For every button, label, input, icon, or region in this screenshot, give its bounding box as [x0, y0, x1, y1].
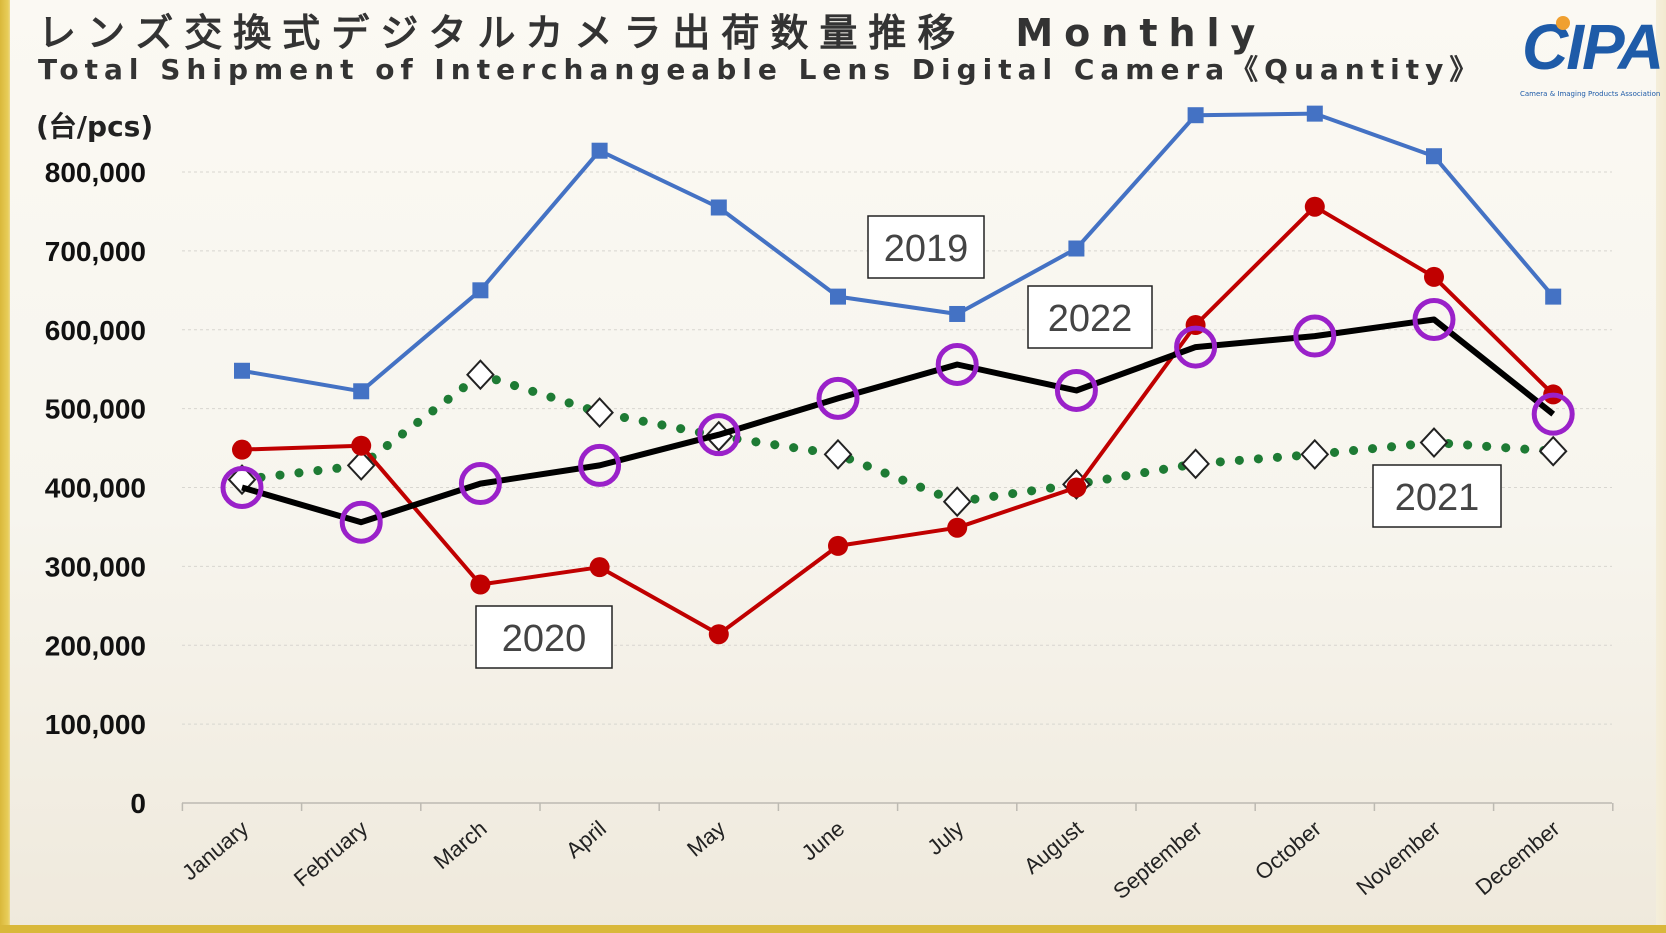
point-diamond-2021	[942, 486, 972, 518]
point-square-2019	[1187, 107, 1204, 124]
x-tick-label: March	[429, 816, 492, 874]
label-text: 2019	[884, 228, 969, 270]
y-tick-label: 600,000	[45, 315, 146, 346]
point-circle-2020	[470, 574, 491, 595]
logo-wordmark: CIPA	[1522, 11, 1664, 83]
x-tick-label: December	[1471, 816, 1565, 900]
label-box	[475, 605, 613, 669]
point-circle-2020	[708, 624, 729, 645]
point-square-2019	[1545, 288, 1562, 305]
series-2022	[220, 297, 1575, 544]
point-diamond-2021	[585, 397, 614, 429]
chart-title: レンズ交換式デジタルカメラ出荷数量推移 Monthly	[38, 11, 1267, 55]
x-tick-label: January	[177, 816, 253, 885]
series-label-2020: 2020	[475, 605, 613, 669]
x-tick-label: July	[922, 816, 968, 860]
x-tick-label: February	[289, 816, 373, 892]
series-2020	[232, 196, 1564, 645]
x-tick-label: September	[1108, 816, 1207, 904]
y-tick-label: 400,000	[45, 473, 146, 504]
point-ring-2022	[1412, 297, 1456, 341]
point-square-2019	[710, 199, 727, 216]
point-square-2019	[949, 305, 966, 322]
point-square-2019	[234, 362, 250, 379]
point-circle-2020	[351, 435, 372, 456]
point-ring-2022	[816, 376, 860, 420]
point-circle-2020	[232, 439, 252, 460]
point-square-2019	[1306, 105, 1323, 122]
logo-subtext: Camera & Imaging Products Association	[1520, 90, 1661, 98]
y-tick-label: 300,000	[45, 551, 146, 582]
series-label-2019: 2019	[867, 215, 985, 279]
y-axis-label: (台/pcs)	[36, 110, 153, 143]
chart-subtitle: Total Shipment of Interchangeable Lens D…	[38, 53, 1484, 86]
label-text: 2022	[1048, 298, 1133, 340]
point-circle-2020	[828, 535, 848, 556]
series-line-2022	[241, 316, 1556, 526]
y-tick-label: 100,000	[45, 709, 146, 740]
point-ring-2022	[935, 342, 979, 386]
y-tick-label: 700,000	[45, 236, 146, 267]
point-circle-2020	[1066, 477, 1087, 498]
point-diamond-2021	[1181, 448, 1210, 480]
label-box	[867, 215, 985, 279]
label-box	[1372, 464, 1502, 528]
x-tick-label: October	[1250, 816, 1326, 885]
point-diamond-2021	[823, 438, 853, 470]
point-square-2019	[1426, 148, 1442, 165]
point-diamond-2021	[1300, 438, 1330, 470]
point-ring-2022	[458, 462, 502, 506]
series-lines	[220, 105, 1575, 645]
point-diamond-2021	[346, 449, 376, 481]
point-ring-2022	[339, 500, 383, 544]
logo-dot-icon	[1556, 16, 1570, 30]
label-box	[1027, 285, 1153, 349]
point-square-2019	[1068, 240, 1085, 257]
point-ring-2022	[1293, 314, 1337, 358]
point-diamond-2021	[1419, 427, 1449, 459]
point-circle-2020	[1424, 266, 1444, 287]
x-tick-label: August	[1019, 816, 1088, 879]
bottom-accent-bar	[0, 925, 1666, 933]
point-ring-2022	[1531, 392, 1575, 436]
y-tick-label: 0	[130, 788, 146, 819]
point-ring-2022	[220, 466, 264, 509]
x-tick-label: May	[682, 816, 730, 862]
x-tick-label: June	[797, 816, 850, 866]
point-circle-2020	[589, 557, 610, 578]
y-tick-label: 800,000	[45, 157, 146, 188]
cipa-logo: CIPA Camera & Imaging Products Associati…	[1520, 10, 1664, 106]
point-ring-2022	[697, 413, 741, 457]
point-square-2019	[591, 142, 608, 159]
label-text: 2020	[502, 618, 587, 660]
point-ring-2022	[1054, 368, 1098, 412]
point-square-2019	[830, 288, 846, 305]
y-tick-label: 500,000	[45, 394, 146, 425]
x-tick-label: April	[561, 816, 611, 863]
series-line-2021	[237, 369, 1558, 507]
series-label-2021: 2021	[1372, 464, 1502, 528]
series-line-2019	[241, 111, 1555, 394]
y-tick-label: 200,000	[45, 630, 146, 661]
point-ring-2022	[1174, 325, 1218, 369]
series-label-2022: 2022	[1027, 285, 1153, 349]
point-ring-2022	[578, 443, 622, 487]
point-circle-2020	[947, 517, 968, 538]
point-square-2019	[472, 282, 489, 299]
point-diamond-2021	[466, 359, 495, 391]
series-line-2020	[241, 204, 1555, 637]
series-2019	[234, 105, 1562, 400]
label-text: 2021	[1395, 477, 1480, 519]
x-tick-label: November	[1351, 816, 1445, 900]
point-circle-2020	[1304, 196, 1325, 217]
series-label-boxes: 2019 2020 2021 2022	[475, 215, 1502, 669]
point-square-2019	[353, 383, 370, 400]
point-diamond-2021	[1538, 435, 1568, 467]
